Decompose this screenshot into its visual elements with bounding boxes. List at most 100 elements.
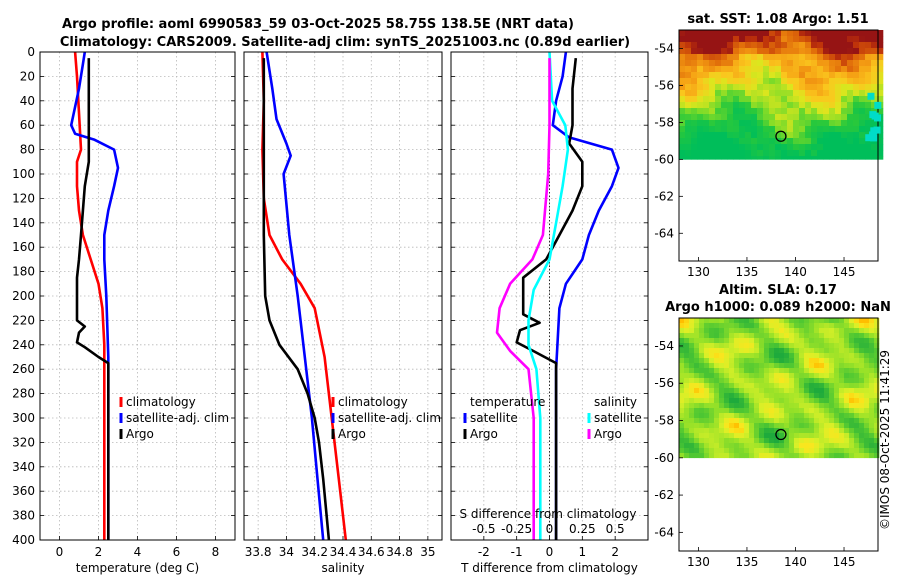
map-cell	[877, 54, 884, 61]
map-cell	[679, 30, 686, 37]
map-cell	[714, 413, 720, 419]
map-cell	[721, 138, 728, 145]
map-cell	[721, 120, 728, 127]
map-cell	[697, 54, 704, 61]
map-cell	[829, 30, 836, 37]
map-cell	[864, 443, 870, 449]
map-cell	[839, 448, 845, 454]
map-cell	[733, 48, 740, 55]
map-cell	[769, 443, 775, 449]
map-cell	[799, 418, 805, 424]
map-cell	[679, 318, 685, 324]
map-cell	[869, 388, 875, 394]
map-cell	[787, 132, 794, 139]
map-cell	[789, 343, 795, 349]
map-cell	[819, 363, 825, 369]
map-cell	[859, 373, 865, 379]
map-cell	[745, 90, 752, 97]
map-cell	[727, 96, 734, 103]
x-tick-label: 34.2	[301, 545, 328, 559]
map-cell	[784, 443, 790, 449]
map-cell	[869, 383, 875, 389]
map-cell	[839, 363, 845, 369]
map-cell	[715, 102, 722, 109]
map-cell	[794, 423, 800, 429]
map-cell	[789, 348, 795, 354]
map-cell	[829, 120, 836, 127]
map-cell	[819, 323, 825, 329]
map-cell	[679, 448, 685, 454]
map-cell	[749, 383, 755, 389]
map-cell	[793, 132, 800, 139]
map-cell	[714, 438, 720, 444]
map-cell	[841, 144, 848, 151]
map-cell	[805, 90, 812, 97]
map-cell	[749, 448, 755, 454]
map-cell	[709, 96, 716, 103]
map-cell	[694, 328, 700, 334]
map-cell	[727, 102, 734, 109]
map-cell	[751, 114, 758, 121]
map-cell	[781, 156, 788, 160]
map-cell	[859, 144, 866, 151]
map-cell	[691, 150, 698, 157]
map-cell	[774, 353, 780, 359]
map-cell	[877, 42, 884, 49]
map-cell	[869, 323, 875, 329]
map-cell	[719, 333, 725, 339]
map-cell	[754, 438, 760, 444]
map-cell	[849, 383, 855, 389]
map-cell	[739, 408, 745, 414]
y-tick-label: 260	[12, 362, 35, 376]
map-cell	[685, 42, 692, 49]
map-cell	[844, 368, 850, 374]
map-cell	[793, 90, 800, 97]
map-cell	[684, 433, 690, 439]
map-y-tick-label: -58	[654, 414, 674, 428]
map-cell	[684, 373, 690, 379]
map-cell	[819, 338, 825, 344]
map-cell	[709, 54, 716, 61]
x-tick-label: 34	[279, 545, 294, 559]
map-cell	[751, 48, 758, 55]
map-cell	[787, 66, 794, 73]
map-cell	[865, 102, 872, 109]
map-cell	[789, 433, 795, 439]
map-cell	[869, 328, 875, 334]
map-cell	[787, 48, 794, 55]
map-cell	[789, 383, 795, 389]
map-cell	[839, 333, 845, 339]
map-cell	[769, 114, 776, 121]
map-cell	[877, 30, 884, 37]
map-cell	[734, 323, 740, 329]
map-cell	[809, 348, 815, 354]
map-cell	[769, 378, 775, 384]
map-cell	[829, 418, 835, 424]
map-cell	[703, 138, 710, 145]
map-cell	[865, 42, 872, 49]
map-cell	[819, 343, 825, 349]
map-cell	[721, 48, 728, 55]
map-cell	[769, 453, 775, 459]
map-cell	[719, 328, 725, 334]
map-cell	[721, 150, 728, 157]
map-cell	[799, 333, 805, 339]
map-cell	[789, 373, 795, 379]
legend-t-argo-label: Argo	[470, 427, 498, 441]
map-cell	[757, 156, 764, 160]
map-cell	[869, 378, 875, 384]
map-cell	[684, 453, 690, 459]
map-cell	[764, 363, 770, 369]
map-cell	[727, 90, 734, 97]
map-cell	[715, 78, 722, 85]
map-cell	[835, 114, 842, 121]
map-cell	[745, 132, 752, 139]
map-cell	[691, 54, 698, 61]
map-cell	[733, 78, 740, 85]
map-cell	[824, 353, 830, 359]
map-cell	[685, 96, 692, 103]
map-frame	[678, 29, 879, 262]
map-cell	[679, 102, 686, 109]
map-cell	[853, 30, 860, 37]
map-cell	[869, 428, 875, 434]
